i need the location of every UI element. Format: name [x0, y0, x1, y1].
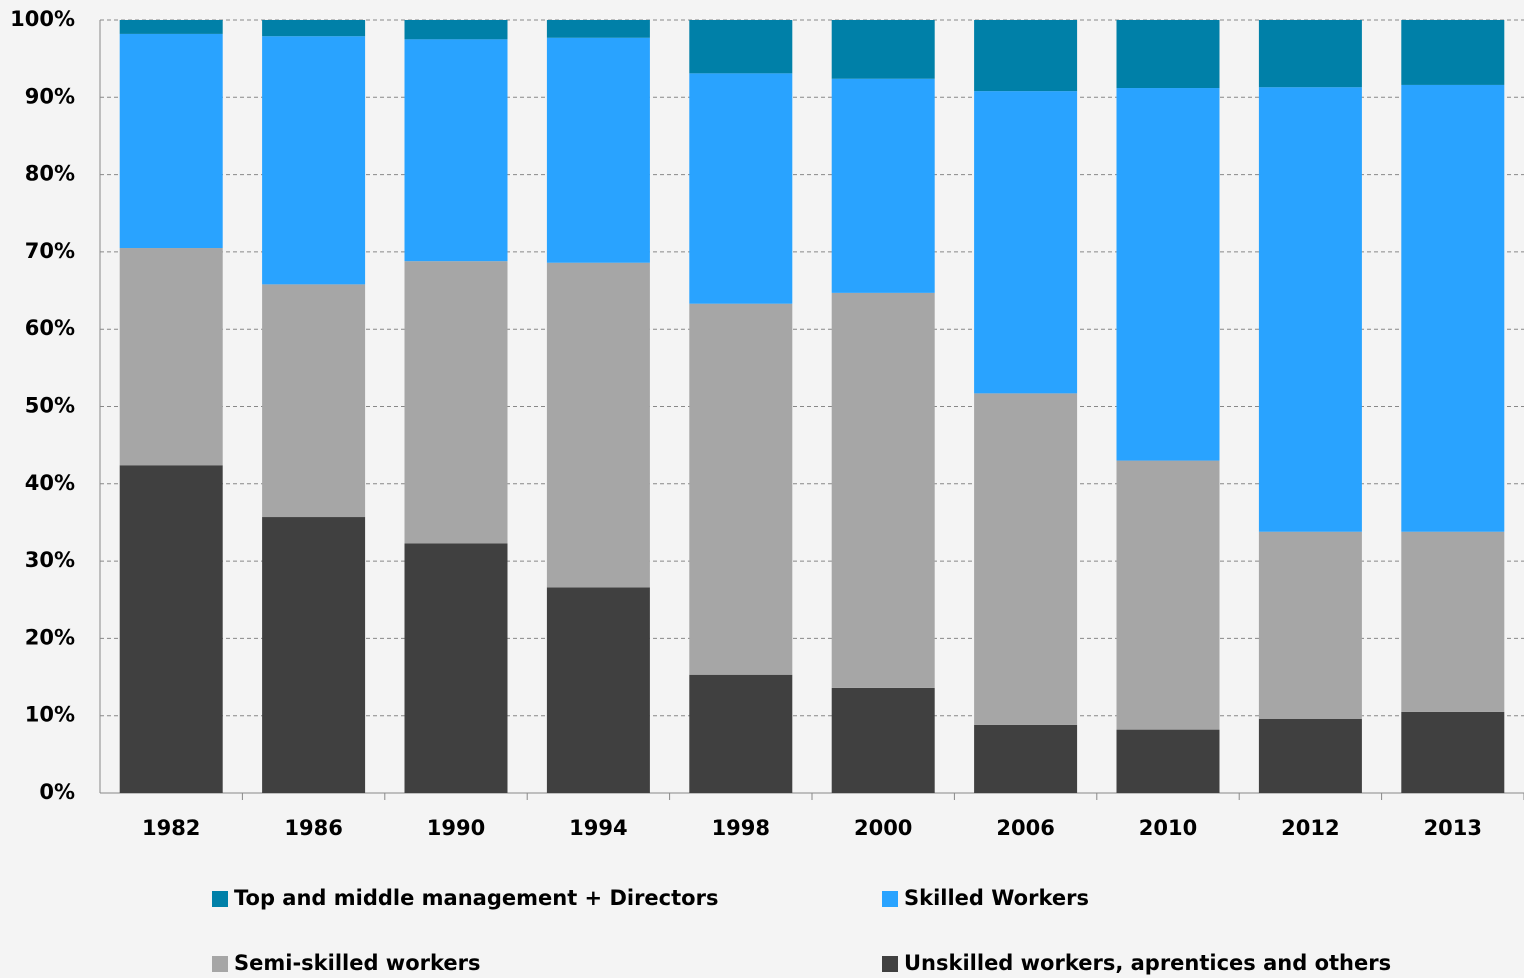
x-tick-label: 2012: [1281, 816, 1339, 840]
bar-segment: [1401, 84, 1505, 532]
y-tick-label: 0%: [39, 780, 75, 804]
legend-label: Unskilled workers, aprentices and others: [904, 951, 1391, 975]
x-tick-label: 1986: [284, 816, 342, 840]
bar-segment: [404, 543, 508, 793]
bar-segment: [1258, 718, 1362, 793]
x-tick-label: 2010: [1139, 816, 1197, 840]
legend-swatch: [212, 891, 228, 907]
bar-segment: [546, 37, 650, 263]
bar-segment: [1258, 20, 1362, 88]
x-tick-label: 1982: [142, 816, 200, 840]
bar-segment: [831, 78, 935, 293]
bar-segment: [1116, 88, 1220, 461]
x-tick-label: 1990: [427, 816, 485, 840]
y-tick-label: 80%: [25, 162, 75, 186]
bar-segment: [974, 20, 1078, 92]
bar-segment: [404, 261, 508, 544]
x-tick-label: 2013: [1424, 816, 1482, 840]
bar-segment: [831, 687, 935, 793]
bar-segment: [689, 20, 793, 74]
y-tick-label: 90%: [25, 84, 75, 108]
x-tick-label: 1994: [569, 816, 627, 840]
legend-swatch: [212, 956, 228, 972]
legend-label: Semi-skilled workers: [234, 951, 481, 975]
y-tick-label: 50%: [25, 394, 75, 418]
bar-segment: [119, 20, 223, 34]
y-tick-label: 10%: [25, 703, 75, 727]
bar-segment: [1116, 729, 1220, 793]
bar-segment: [974, 393, 1078, 725]
bar-segment: [1258, 531, 1362, 719]
y-tick-label: 20%: [25, 625, 75, 649]
bar-segment: [689, 303, 793, 675]
legend-swatch: [882, 891, 898, 907]
bar-segment: [831, 20, 935, 79]
y-tick-label: 70%: [25, 239, 75, 263]
bar-segment: [119, 248, 223, 466]
y-tick-label: 40%: [25, 471, 75, 495]
bar-segment: [1116, 460, 1220, 730]
x-tick-label: 2006: [996, 816, 1054, 840]
bar-segment: [262, 517, 366, 793]
y-tick-label: 30%: [25, 548, 75, 572]
bar-segment: [1116, 20, 1220, 89]
bar-segment: [262, 284, 366, 518]
x-tick-label: 1998: [712, 816, 770, 840]
bar-segment: [546, 587, 650, 793]
x-tick-label: 2000: [854, 816, 912, 840]
bar-segment: [262, 36, 366, 285]
bar-segment: [689, 73, 793, 304]
y-tick-label: 60%: [25, 316, 75, 340]
bar-segment: [1401, 20, 1505, 85]
bar-segment: [404, 20, 508, 40]
legend-label: Skilled Workers: [904, 886, 1089, 910]
bar-segment: [689, 674, 793, 793]
bar-segment: [119, 465, 223, 793]
bar-segment: [1401, 531, 1505, 712]
bar-segment: [974, 91, 1078, 394]
bar-segment: [404, 39, 508, 262]
legend-swatch: [882, 956, 898, 972]
bar-segment: [546, 20, 650, 38]
legend-label: Top and middle management + Directors: [234, 886, 718, 910]
bar-segment: [974, 724, 1078, 793]
bar-segment: [831, 292, 935, 688]
bar-segment: [1401, 711, 1505, 793]
bar-segment: [1258, 87, 1362, 532]
bar-segment: [546, 262, 650, 588]
bar-segment: [262, 20, 366, 37]
y-tick-label: 100%: [10, 7, 75, 31]
bar-segment: [119, 33, 223, 249]
